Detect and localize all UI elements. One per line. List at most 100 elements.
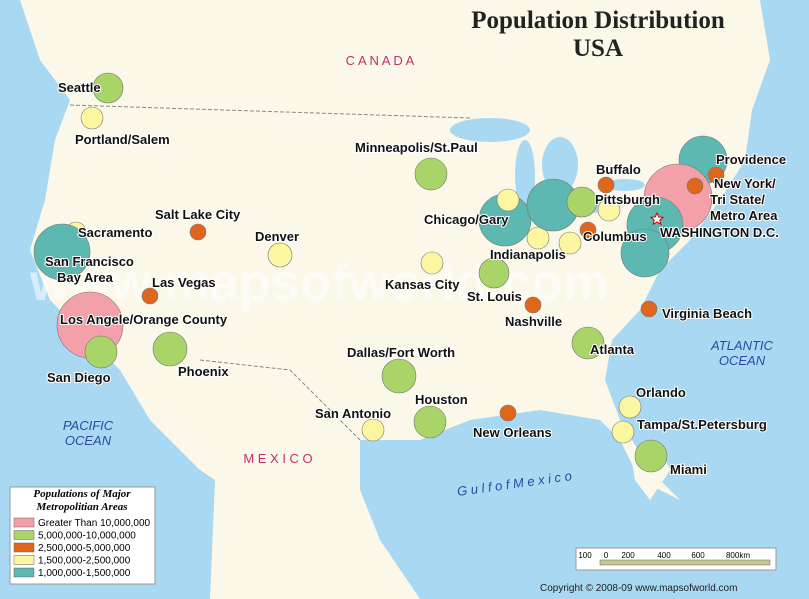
scale-label: 400 [657,551,671,560]
city-label: San Antonio [315,406,391,421]
city-marker [80,106,104,130]
legend: Populations of Major Metropolitian Areas… [9,486,156,585]
legend-title: Metropolitian Areas [36,501,128,513]
city-label: San Francisco [45,254,134,269]
city-marker [640,300,658,318]
city-label: Las Vegas [152,275,216,290]
pacific-ocean [0,0,215,599]
city-marker [524,296,542,314]
ocean-label: OCEAN [65,433,112,448]
city-label: WASHINGTON D.C. [660,225,779,240]
city-label: New Orleans [473,425,552,440]
legend-label: 5,000,000-10,000,000 [38,531,136,542]
ocean-label: PACIFIC [63,418,114,433]
city-marker [84,335,118,369]
city-marker [499,404,517,422]
canada-label: C A N A D A [346,53,415,68]
city-label: Orlando [636,385,686,400]
city-label: Houston [415,392,468,407]
city-label: Chicago/Gary [424,212,509,227]
city-marker [478,257,510,289]
scale-label: 0 [604,551,609,560]
scale-label: 600 [691,551,705,560]
city-label: Indianapolis [490,247,566,262]
border [69,104,471,441]
city-marker [707,166,725,184]
city-marker [571,326,605,360]
atlantic-ocean [605,0,809,500]
scale-label: 200 [621,551,635,560]
city-marker [420,251,444,275]
city-label: Salt Lake City [155,207,241,222]
city-label: Atlanta [590,342,635,357]
city-marker [152,331,188,367]
city-label: Portland/Salem [75,132,170,147]
city-marker [413,405,447,439]
legend-label: Greater Than 10,000,000 [38,518,151,529]
legend-swatch [13,542,35,553]
watermark: www.mapsofworld.com [29,254,609,312]
legend-label: 1,500,000-2,500,000 [38,556,131,567]
city-label: Los Angele/Orange County [60,312,228,327]
city-marker [558,231,582,255]
city-label: Denver [255,229,299,244]
city-marker [620,228,670,278]
city-marker [611,420,635,444]
city-marker [597,176,615,194]
city-label: Minneapolis/St.Paul [355,140,478,155]
title: Population Distribution [471,7,725,34]
city-label: Seattle [58,80,101,95]
city-label: St. Louis [467,289,522,304]
city-marker [686,177,704,195]
city-marker [526,226,550,250]
city-marker [141,287,159,305]
scale-bar: 100 0 200 400 600 800km [575,547,777,571]
city-label: Tampa/St.Petersburg [637,417,767,432]
capital-star [649,211,665,226]
city-label: Kansas City [385,277,460,292]
legend-swatch [13,555,35,565]
copyright: Copyright © 2008-09 www.mapsofworld.com [540,583,737,594]
city-marker [189,223,207,241]
scale-label: 800km [726,551,750,560]
city-marker [566,186,598,218]
subtitle: USA [573,35,623,62]
city-marker [634,439,668,473]
city-labels: Seattle Portland/Salem Sacramento San Franc… [44,79,787,478]
city-label: Metro Area [710,208,778,223]
mexico-label: M E X I C O [243,451,312,466]
city-label: Tri State/ [710,192,765,207]
city-label: Virginia Beach [662,306,752,321]
city-marker [618,395,642,419]
city-label: Phoenix [178,364,229,379]
legend-title: Populations of Major [33,488,131,500]
city-label: Nashville [505,314,562,329]
city-marker [579,221,597,239]
city-label: Providence [716,152,786,167]
legend-label: 2,500,000-5,000,000 [38,543,131,554]
scale-label: 100 [578,551,592,560]
city-label: Bay Area [57,270,114,285]
city-label: Dallas/Fort Worth [347,345,455,360]
city-marker [361,418,385,442]
city-marker [267,242,293,268]
city-label: Buffalo [596,162,641,177]
city-label: Sacramento [78,225,152,240]
city-marker [496,188,520,212]
legend-swatch [13,517,35,528]
legend-label: 1,000,000-1,500,000 [38,568,131,579]
city-label: Pittsburgh [595,192,660,207]
city-marker [381,358,417,394]
ocean-label: ATLANTIC [710,338,773,353]
city-label: New York/ [714,176,776,191]
city-markers [33,72,728,473]
ocean-label: OCEAN [719,353,766,368]
city-marker [33,223,91,281]
city-marker [414,157,448,191]
city-label: Columbus [583,229,647,244]
legend-swatch [13,567,35,578]
city-label: San Diego [47,370,111,385]
city-label: Miami [670,462,707,477]
city-marker [597,198,621,222]
